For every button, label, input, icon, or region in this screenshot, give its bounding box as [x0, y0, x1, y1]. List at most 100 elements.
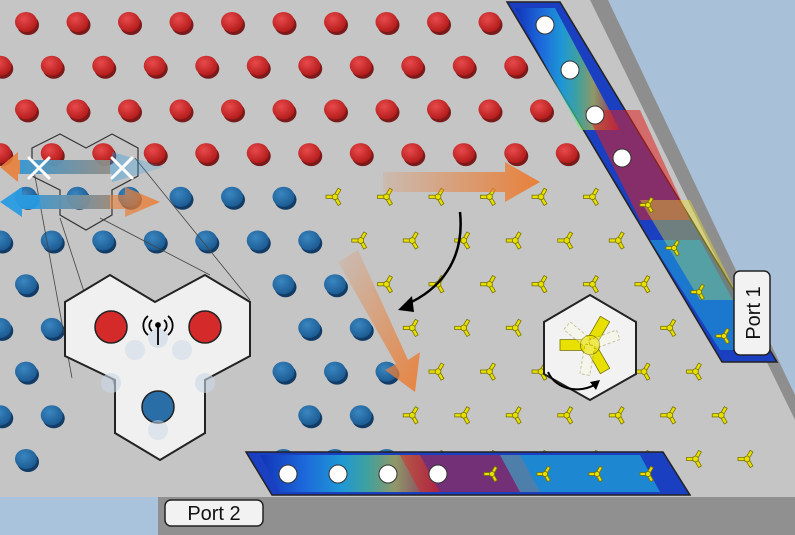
red-rod	[272, 99, 295, 120]
red-rod	[15, 12, 37, 32]
antenna-icon	[142, 315, 174, 345]
blue-rod	[169, 186, 192, 207]
red-rod	[246, 55, 269, 76]
red-rod	[504, 143, 527, 164]
blue-rod	[0, 405, 12, 426]
port2-wall	[158, 497, 795, 535]
red-rod	[221, 99, 243, 120]
propagation-arrows	[338, 162, 540, 392]
red-rod	[298, 55, 321, 76]
tripod-rod	[660, 318, 677, 338]
port2-label-text: Port 2	[187, 503, 240, 525]
tripod-rod	[660, 406, 677, 425]
red-rod	[375, 99, 398, 120]
blue-rod	[298, 405, 321, 426]
port2-mode-tripod	[536, 465, 551, 483]
trimer-cell-small	[31, 133, 139, 231]
tripod-rod	[686, 449, 702, 469]
red-rod	[143, 55, 166, 76]
port2-mode-tripod	[483, 465, 498, 483]
blue-rod	[349, 405, 372, 426]
red-rod	[452, 55, 475, 76]
red-rod	[221, 12, 243, 32]
blue-rod	[272, 274, 295, 295]
port2-mode-tripod	[639, 465, 654, 483]
port1-mode-tripod	[690, 283, 705, 301]
red-rod	[40, 143, 63, 164]
port2-mode-rod	[428, 464, 448, 484]
red-rod	[143, 143, 166, 164]
tripod-rod	[531, 275, 548, 294]
red-rod	[401, 55, 424, 76]
rotation-arrow-icon	[547, 371, 597, 391]
tripod-rod	[351, 231, 368, 250]
tripod-rod	[480, 275, 496, 294]
tripod-rod	[583, 187, 599, 206]
red-rod	[118, 12, 140, 32]
red-rod	[478, 12, 501, 32]
red-rod	[0, 143, 12, 164]
blue-rod	[40, 405, 63, 426]
tripod-rod	[634, 362, 651, 381]
port1-field-strip	[505, 1, 779, 363]
red-rod	[555, 143, 578, 164]
orange-arrow-down	[338, 250, 420, 392]
blue-rod	[221, 186, 243, 207]
red-rod	[530, 99, 552, 120]
tripod-rod	[557, 231, 574, 250]
port2-mode-rod	[278, 464, 298, 484]
port2-mode-tripod	[588, 465, 603, 483]
curved-split-arrow	[404, 211, 462, 307]
tripod-rod	[737, 449, 754, 469]
red-rod	[92, 143, 115, 164]
tripod-rod	[325, 187, 342, 206]
port1-mode-rod	[612, 148, 632, 168]
tripod-rod	[454, 406, 471, 425]
red-rod	[349, 143, 372, 164]
port2-mode-rod	[378, 464, 398, 484]
red-rod	[246, 143, 269, 164]
tripod-rod	[583, 275, 599, 294]
red-rod	[375, 12, 398, 32]
port1-label-text: Port 1	[743, 286, 765, 339]
tripod-rod-large	[559, 315, 611, 375]
blue-rod	[0, 230, 12, 251]
tripod-rod	[428, 362, 445, 381]
red-rod	[324, 12, 346, 32]
tripod-rod	[608, 406, 625, 425]
blue-rod	[324, 361, 346, 382]
red-rod	[66, 99, 89, 120]
tripod-rod	[505, 406, 522, 425]
red-rod	[349, 55, 372, 76]
red-rod	[401, 143, 424, 164]
red-rod	[195, 55, 218, 76]
blocked-arrows	[0, 152, 165, 217]
blue-rod	[15, 274, 37, 295]
tripod-rod	[608, 231, 625, 250]
red-rod	[118, 99, 140, 120]
tripod-rod	[557, 406, 574, 425]
tripod-rod	[686, 362, 702, 381]
blue-rod	[40, 317, 63, 338]
red-rod	[427, 12, 449, 32]
curved-arrow-head	[398, 296, 414, 312]
red-rod	[40, 55, 63, 76]
blue-rod	[195, 230, 218, 251]
blue-rod	[15, 361, 37, 382]
blue-rod	[143, 230, 166, 251]
tripod-rod	[402, 231, 419, 250]
blue-rod	[92, 230, 115, 251]
port2-mode-rod	[328, 464, 348, 484]
port2-label: Port 2	[164, 499, 264, 527]
tripod-rod	[505, 231, 522, 250]
tripod-rod	[402, 318, 419, 338]
red-rod	[427, 99, 449, 120]
blue-rod	[15, 449, 37, 469]
red-rod	[169, 12, 192, 32]
tripod-rod	[480, 362, 496, 381]
red-rod	[478, 99, 501, 120]
port1-mode-tripod	[665, 239, 680, 257]
red-rod	[0, 55, 12, 76]
blue-rod	[298, 317, 321, 338]
